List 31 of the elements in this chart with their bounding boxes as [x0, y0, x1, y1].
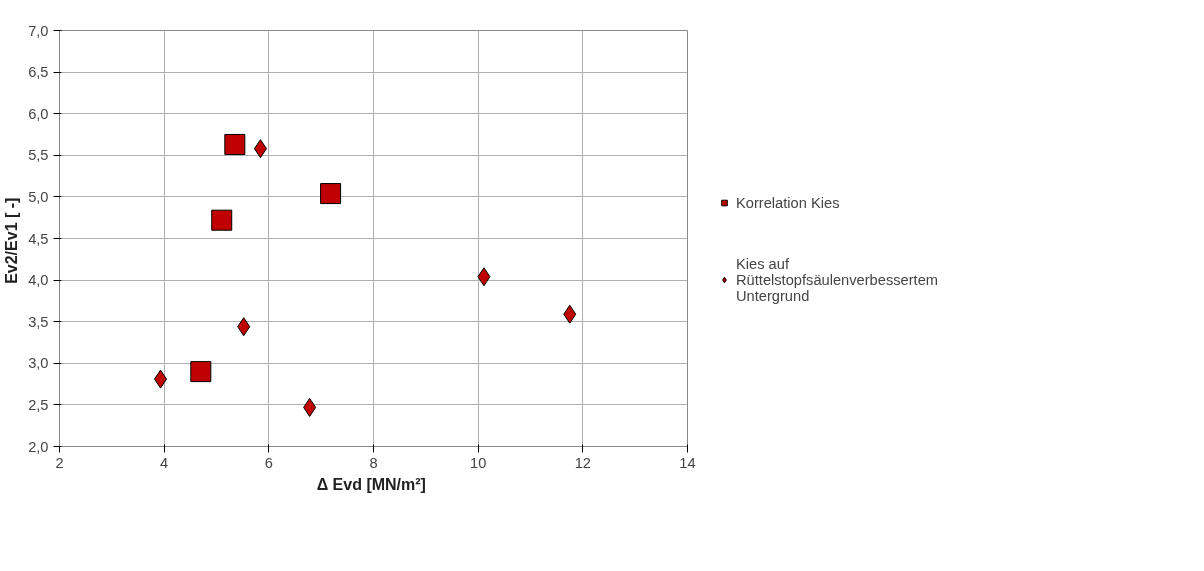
y-tick-label: 5,0 — [28, 188, 49, 205]
x-tick-label: 14 — [679, 454, 696, 471]
legend-label: Korrelation Kies — [736, 194, 840, 210]
y-tick-label: 2,5 — [28, 396, 49, 413]
point — [224, 133, 246, 155]
y-tick-label: 4,5 — [28, 230, 49, 247]
y-tick-label: 3,5 — [28, 313, 49, 330]
y-tick-label: 7,0 — [28, 22, 49, 39]
point — [477, 267, 491, 287]
x-tick-label: 10 — [470, 454, 487, 471]
point — [237, 317, 251, 337]
x-tick-label: 6 — [264, 454, 273, 471]
point — [303, 397, 317, 417]
y-tick-label: 3,0 — [28, 355, 49, 372]
point — [320, 183, 342, 205]
y-tick-label: 4,0 — [28, 272, 49, 289]
x-tick-label: 12 — [574, 454, 591, 471]
point — [211, 209, 233, 231]
y-tick-label: 5,5 — [28, 147, 49, 164]
x-tick-label: 2 — [55, 454, 64, 471]
x-tick-label: 8 — [369, 454, 378, 471]
y-tick-label: 6,0 — [28, 105, 49, 122]
y-tick-label: 6,5 — [28, 64, 49, 81]
x-axis-title: Δ Evd [MN/m²] — [316, 475, 426, 493]
point — [190, 361, 212, 383]
x-tick-label: 4 — [160, 454, 169, 471]
legend-label: Kies auf Rüttelstopfsäulenverbessertem Untergrund — [736, 255, 939, 303]
point — [253, 139, 267, 159]
y-tick-label: 2,0 — [28, 438, 49, 455]
point — [563, 304, 577, 324]
y-axis-title: Ev2/Ev1 [ -] — [3, 197, 21, 284]
